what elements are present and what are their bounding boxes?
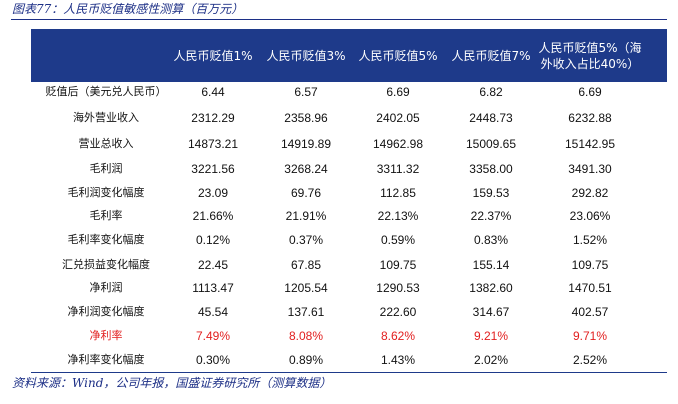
row-label: 汇兑损益变化幅度 bbox=[62, 258, 150, 271]
table-cell: 0.37% bbox=[288, 233, 324, 247]
table-cell: 2.52% bbox=[572, 353, 608, 367]
table-cell: 155.14 bbox=[472, 258, 510, 272]
row-label: 毛利率变化幅度 bbox=[67, 233, 145, 246]
table-cell: 1470.51 bbox=[568, 281, 612, 295]
table-cell: 6.44 bbox=[201, 85, 225, 99]
table-cell: 8.62% bbox=[380, 329, 416, 343]
row-label: 净利润 bbox=[89, 281, 123, 294]
table-cell: 23.09 bbox=[197, 186, 229, 200]
table-cell: 6232.88 bbox=[568, 111, 612, 125]
table-cell: 3491.30 bbox=[568, 162, 612, 176]
table-cell: 137.61 bbox=[287, 305, 325, 319]
table-cell: 314.67 bbox=[472, 305, 510, 319]
table-cell: 6.82 bbox=[479, 85, 503, 99]
table-cell: 67.85 bbox=[290, 258, 322, 272]
column-header: 人民币贬值5%（海外收入占比40%） bbox=[538, 40, 642, 71]
table-cell: 22.45 bbox=[197, 258, 229, 272]
table-cell: 14962.98 bbox=[372, 137, 424, 151]
table-cell: 3221.56 bbox=[191, 162, 235, 176]
table-cell: 6.69 bbox=[386, 85, 410, 99]
table-cell: 3311.32 bbox=[376, 162, 420, 176]
table-cell: 1382.60 bbox=[469, 281, 513, 295]
table-cell: 7.49% bbox=[195, 329, 231, 343]
table-cell: 2312.29 bbox=[191, 111, 235, 125]
source-note: 资料来源：Wind，公司年报，国盛证券研究所（测算数据） bbox=[12, 376, 332, 390]
row-label: 营业总收入 bbox=[78, 137, 134, 150]
table-cell: 15009.65 bbox=[465, 137, 517, 151]
title-divider bbox=[11, 19, 667, 20]
figure-title: 图表77：人民币贬值敏感性测算（百万元） bbox=[12, 2, 244, 16]
table-cell: 8.08% bbox=[288, 329, 324, 343]
row-label: 毛利润 bbox=[89, 162, 123, 175]
row-label: 毛利润变化幅度 bbox=[67, 186, 145, 199]
table-cell: 2448.73 bbox=[469, 111, 513, 125]
table-cell: 6.57 bbox=[294, 85, 318, 99]
table-cell: 2402.05 bbox=[376, 111, 420, 125]
table-cell: 1290.53 bbox=[376, 281, 420, 295]
row-label: 净利率变化幅度 bbox=[67, 353, 145, 366]
table-cell: 22.13% bbox=[377, 209, 419, 223]
table-cell: 14873.21 bbox=[187, 137, 239, 151]
table-cell: 23.06% bbox=[569, 209, 611, 223]
table-cell: 21.91% bbox=[285, 209, 327, 223]
table-cell: 109.75 bbox=[571, 258, 609, 272]
table-bottom-divider bbox=[31, 372, 667, 373]
table-cell: 109.75 bbox=[379, 258, 417, 272]
row-label: 贬值后（美元兑人民币） bbox=[45, 85, 167, 98]
table-cell: 69.76 bbox=[290, 186, 322, 200]
table-cell: 3358.00 bbox=[469, 162, 513, 176]
table-cell: 1.43% bbox=[380, 353, 416, 367]
table-cell: 3268.24 bbox=[284, 162, 328, 176]
table-cell: 6.69 bbox=[578, 85, 602, 99]
table-cell: 0.30% bbox=[195, 353, 231, 367]
table-cell: 2.02% bbox=[473, 353, 509, 367]
table-cell: 222.60 bbox=[379, 305, 417, 319]
row-label: 毛利率 bbox=[89, 209, 123, 222]
row-label: 净利润变化幅度 bbox=[67, 305, 145, 318]
table-cell: 21.66% bbox=[192, 209, 234, 223]
table-cell: 292.82 bbox=[571, 186, 609, 200]
table-cell: 1.52% bbox=[572, 233, 608, 247]
column-header: 人民币贬值5% bbox=[358, 48, 438, 63]
column-header: 人民币贬值7% bbox=[451, 48, 531, 63]
table-cell: 2358.96 bbox=[284, 111, 328, 125]
row-label: 海外营业收入 bbox=[73, 111, 139, 124]
table-cell: 0.83% bbox=[473, 233, 509, 247]
table-cell: 0.59% bbox=[380, 233, 416, 247]
table-header bbox=[31, 29, 667, 82]
row-label: 净利率 bbox=[89, 329, 123, 342]
table-cell: 0.12% bbox=[195, 233, 231, 247]
table-cell: 112.85 bbox=[380, 186, 416, 200]
table-cell: 159.53 bbox=[472, 186, 510, 200]
column-header: 人民币贬值1% bbox=[173, 48, 253, 63]
table-cell: 22.37% bbox=[470, 209, 512, 223]
table-cell: 15142.95 bbox=[564, 137, 616, 151]
table-cell: 9.21% bbox=[473, 329, 509, 343]
table-cell: 45.54 bbox=[197, 305, 229, 319]
column-header: 人民币贬值3% bbox=[266, 48, 346, 63]
table-cell: 9.71% bbox=[572, 329, 608, 343]
table-cell: 1205.54 bbox=[284, 281, 328, 295]
table-cell: 0.89% bbox=[288, 353, 324, 367]
table-cell: 402.57 bbox=[571, 305, 609, 319]
table-cell: 14919.89 bbox=[280, 137, 332, 151]
table-cell: 1113.47 bbox=[192, 281, 234, 295]
